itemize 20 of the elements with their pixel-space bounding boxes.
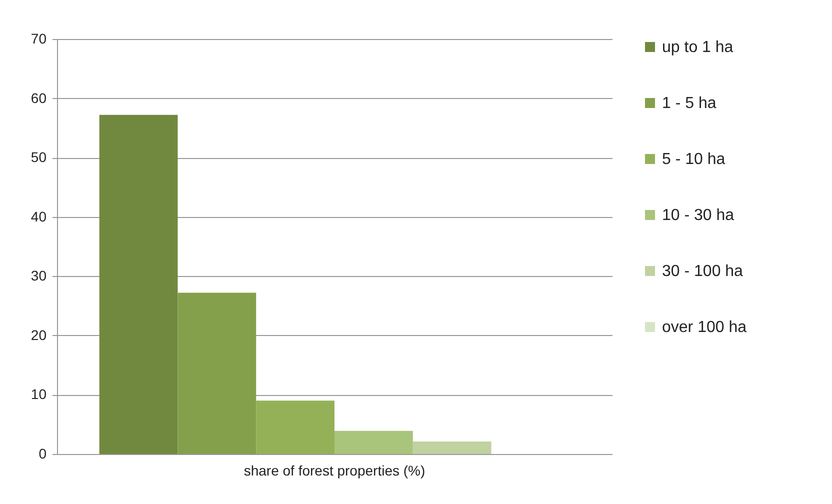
bar bbox=[334, 430, 413, 454]
y-tick-label: 10 bbox=[30, 386, 47, 402]
x-tick-label: share of forest properties (%) bbox=[244, 462, 426, 478]
bar bbox=[256, 400, 334, 454]
bar bbox=[412, 442, 492, 454]
y-tick-label: 70 bbox=[30, 30, 47, 46]
legend-label: 5 - 10 ha bbox=[662, 151, 726, 168]
y-tick-label: 0 bbox=[38, 446, 47, 462]
bar bbox=[178, 292, 256, 454]
bar bbox=[99, 114, 178, 454]
y-tick-label: 30 bbox=[30, 268, 47, 284]
y-tick-label: 40 bbox=[30, 208, 47, 224]
legend-label: up to 1 ha bbox=[662, 39, 734, 56]
y-tick-label: 20 bbox=[30, 326, 47, 343]
legend-label: over 100 ha bbox=[662, 319, 747, 336]
legend-label: 1 - 5 ha bbox=[662, 95, 716, 112]
y-tick-label: 60 bbox=[30, 90, 47, 106]
y-tick-label: 50 bbox=[30, 149, 47, 166]
legend-label: 30 - 100 ha bbox=[662, 263, 744, 280]
legend-label: 10 - 30 ha bbox=[662, 207, 734, 224]
